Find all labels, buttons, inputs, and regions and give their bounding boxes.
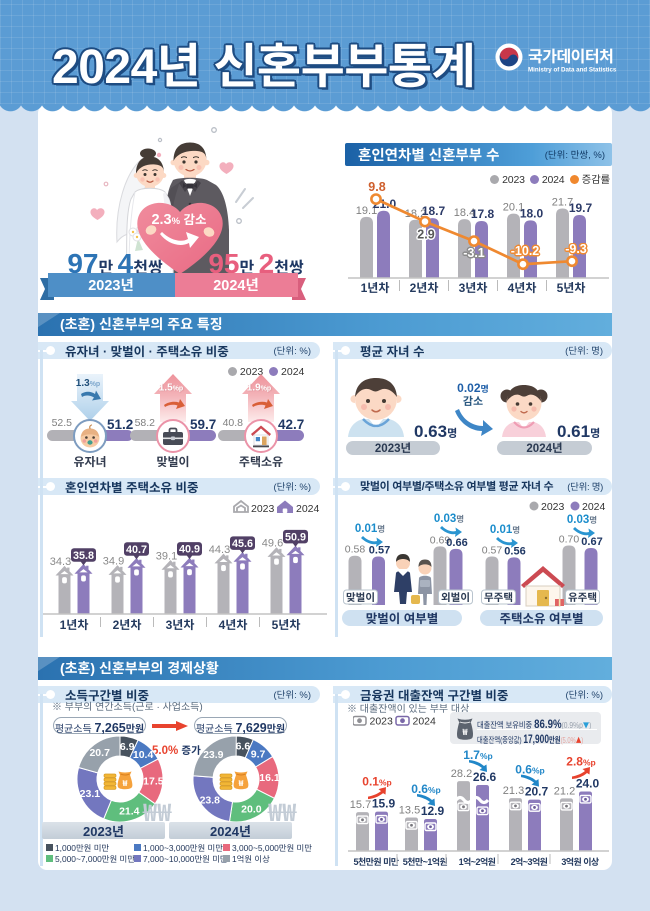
svg-text:0.57: 0.57 [482,543,503,558]
svg-text:50.9: 50.9 [285,528,306,544]
svg-text:Ministry of Data and Statistic: Ministry of Data and Statistics [528,65,617,74]
svg-text:2023: 2023 [541,500,565,514]
svg-text:20.7: 20.7 [89,745,110,760]
svg-text:2.3% 감소: 2.3% 감소 [151,208,206,229]
svg-text:9.7: 9.7 [251,746,266,761]
svg-text:4년차: 4년차 [219,616,248,633]
svg-text:2023: 2023 [251,501,275,516]
svg-text:2억~3억원: 2억~3억원 [511,855,548,868]
svg-text:₩: ₩ [238,778,244,789]
svg-text:2023년: 2023년 [88,274,134,295]
svg-text:20.7: 20.7 [525,783,549,800]
svg-text:21.3: 21.3 [503,782,524,798]
svg-text:23.9: 23.9 [203,747,224,762]
svg-text:₩: ₩ [122,778,128,789]
svg-text:18.7: 18.7 [422,202,446,219]
svg-text:5년차: 5년차 [272,616,301,633]
svg-text:0.6%p: 0.6%p [411,780,440,797]
svg-text:28.2: 28.2 [451,765,472,781]
svg-text:0.1%p: 0.1%p [362,773,391,790]
svg-text:18.2: 18.2 [405,205,426,221]
svg-text:-9.3: -9.3 [565,238,587,257]
svg-text:24.0: 24.0 [576,774,600,791]
svg-text:40.9: 40.9 [179,541,200,557]
svg-text:1.9%p: 1.9%p [247,379,271,394]
svg-text:-3.1: -3.1 [463,242,485,261]
svg-text:6.6: 6.6 [236,739,251,754]
svg-text:21.7: 21.7 [552,194,573,210]
svg-text:5년차: 5년차 [557,279,586,296]
svg-text:18.0: 18.0 [520,204,544,221]
svg-text:0.57: 0.57 [369,542,390,558]
svg-text:4년차: 4년차 [508,279,537,296]
svg-text:19.1: 19.1 [356,202,377,218]
svg-text:34.9: 34.9 [103,552,124,568]
svg-text:1억~2억원: 1억~2억원 [459,855,496,868]
svg-text:1.7%p: 1.7%p [463,746,492,763]
svg-text:국가데이터처: 국가데이터처 [528,43,613,67]
svg-text:15.9: 15.9 [372,795,396,812]
svg-text:0.69: 0.69 [430,532,451,547]
svg-text:맞벌이: 맞벌이 [346,590,375,605]
svg-text:5천만원 미만: 5천만원 미만 [353,855,399,868]
svg-text:2.9: 2.9 [417,224,434,243]
svg-text:1.5%p: 1.5%p [159,379,183,394]
svg-text:34.3: 34.3 [50,553,71,569]
svg-text:0.03명: 0.03명 [567,511,597,527]
svg-text:35.8: 35.8 [73,547,94,563]
svg-text:무주택: 무주택 [484,590,513,605]
svg-text:15.7: 15.7 [350,796,371,812]
svg-text:19.7: 19.7 [569,199,593,216]
svg-text:2024년: 2024년 [213,274,259,295]
svg-text:3년차: 3년차 [166,616,195,633]
svg-text:26.6: 26.6 [473,768,497,785]
svg-text:23.1: 23.1 [80,786,101,801]
svg-text:-10.2: -10.2 [511,240,540,259]
svg-text:20.0: 20.0 [241,801,262,816]
svg-text:0.01명: 0.01명 [490,521,520,537]
svg-text:2년차: 2년차 [410,279,439,296]
svg-text:23.8: 23.8 [200,792,221,807]
svg-text:20.1: 20.1 [503,199,524,215]
svg-text:3억원 이상: 3억원 이상 [561,855,600,868]
svg-text:0.66: 0.66 [446,534,467,550]
svg-text:39.1: 39.1 [156,547,177,563]
svg-text:0.70: 0.70 [559,532,580,547]
svg-text:5천만~1억원: 5천만~1억원 [403,855,448,868]
svg-text:3년차: 3년차 [459,279,488,296]
svg-text:18.4: 18.4 [454,204,475,220]
svg-text:2024: 2024 [296,501,320,516]
svg-text:유주택: 유주택 [568,590,597,605]
svg-text:21.2: 21.2 [554,782,575,798]
svg-text:9.8: 9.8 [368,176,385,195]
svg-text:1년차: 1년차 [361,279,390,296]
svg-text:49.6: 49.6 [262,534,283,550]
svg-text:1년차: 1년차 [60,616,89,633]
svg-text:17.8: 17.8 [471,205,495,222]
svg-text:2024: 2024 [582,500,606,514]
svg-text:10.4: 10.4 [133,747,154,762]
svg-text:44.3: 44.3 [209,541,230,557]
svg-text:외벌이: 외벌이 [441,590,470,605]
svg-text:45.6: 45.6 [232,535,253,551]
svg-text:2024: 2024 [413,715,437,727]
svg-text:21.4: 21.4 [119,804,140,819]
svg-text:₩: ₩ [461,726,468,738]
svg-text:0.03명: 0.03명 [434,510,464,526]
svg-text:12.9: 12.9 [421,802,445,819]
svg-text:0.58: 0.58 [345,542,366,557]
svg-text:2년차: 2년차 [113,616,142,633]
svg-text:2023: 2023 [370,715,394,727]
svg-text:2.8%p: 2.8%p [566,753,595,770]
svg-text:40.7: 40.7 [126,541,147,557]
svg-text:0.67: 0.67 [581,533,602,549]
svg-text:16.1: 16.1 [259,770,280,785]
svg-text:0.6%p: 0.6%p [515,761,544,778]
svg-text:6.9: 6.9 [120,739,135,754]
svg-text:17.5: 17.5 [143,774,164,789]
svg-text:0.56: 0.56 [504,542,525,558]
svg-text:13.5: 13.5 [399,802,420,818]
svg-text:0.01명: 0.01명 [355,520,385,536]
